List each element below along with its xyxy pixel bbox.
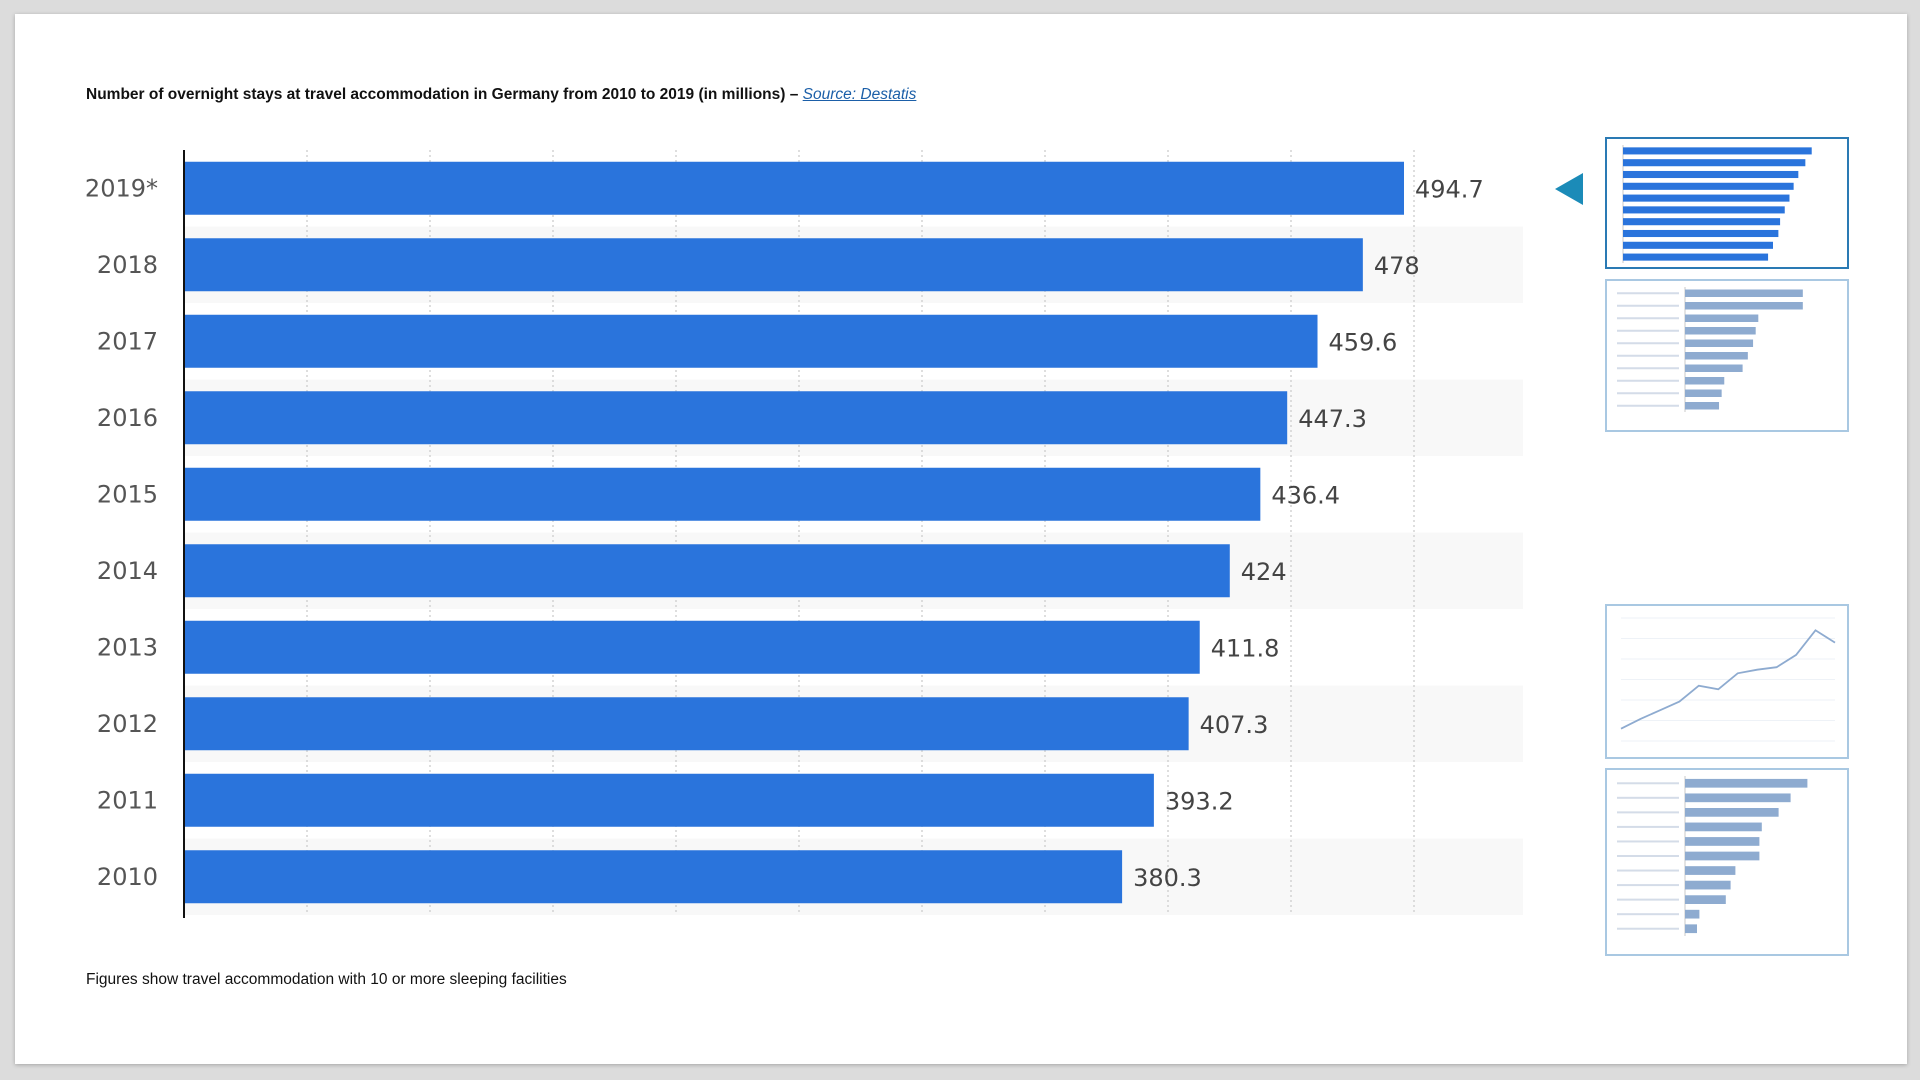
category-label: 2019* [85,174,158,202]
thumbnail-label [1617,898,1679,901]
category-label: 2012 [97,710,158,738]
category-label: 2014 [97,557,158,585]
thumbnail-bar [1623,229,1779,238]
category-label: 2011 [97,786,158,814]
thumbnail-bar [1685,327,1756,335]
thumbnail-label [1617,379,1679,382]
thumbnail-bar [1623,241,1773,249]
category-label: 2015 [97,480,158,508]
data-label: 424 [1241,558,1287,586]
thumbnail-bar [1685,822,1762,832]
thumbnail-label [1617,317,1679,320]
thumbnail-label [1617,825,1679,828]
source-link[interactable]: Source: Destatis [802,86,917,103]
thumbnail-bar [1623,147,1812,155]
bar-2015[interactable] [185,467,1261,521]
bar-2016[interactable] [185,391,1288,445]
chart-title-text: Number of overnight stays at travel acco… [86,86,799,103]
thumbnail-label [1617,304,1679,307]
thumbnail-chart-3[interactable] [1605,604,1849,759]
chart-title: Number of overnight stays at travel acco… [86,86,916,104]
bar-2018[interactable] [185,238,1363,292]
bar-2012[interactable] [185,697,1189,751]
thumbnail-label [1617,796,1679,799]
category-label: 2016 [97,404,158,432]
thumbnail-bar [1685,909,1700,919]
bar-2010[interactable] [185,850,1123,904]
thumbnail-chart-2[interactable] [1605,279,1849,432]
thumbnail-bar [1685,866,1736,875]
thumbnail-chart-1[interactable] [1605,137,1849,269]
thumbnail-bar [1685,339,1754,347]
thumbnail-bar [1685,364,1743,372]
thumbnail-bar [1623,253,1769,261]
thumbnail-chart-graphic [1617,287,1803,412]
thumbnail-bar [1685,314,1759,322]
thumbnail-chart-graphic [1622,145,1812,263]
thumbnail-label [1617,292,1679,295]
thumbnail-bar [1685,851,1760,861]
data-label: 393.2 [1165,787,1234,815]
bar-2019[interactable] [185,161,1404,215]
category-label: 2018 [97,251,158,279]
thumbnail-chart-4[interactable] [1605,768,1849,956]
thumbnail-bar [1685,289,1803,297]
thumbnail-label [1617,811,1679,814]
bar-2011[interactable] [185,773,1154,827]
data-label: 380.3 [1133,864,1202,892]
category-label: 2013 [97,633,158,661]
thumbnail-bar [1685,895,1726,904]
thumbnail-bar [1623,218,1781,226]
thumbnail-label [1617,404,1679,407]
thumbnail-label [1617,869,1679,872]
thumbnail-chart-graphic [1617,776,1808,936]
category-label: 2010 [97,863,158,891]
thumbnail-label [1617,354,1679,357]
data-label: 411.8 [1211,634,1280,662]
thumbnail-bar [1685,402,1720,410]
thumbnail-bar [1623,170,1799,179]
bar-2014[interactable] [185,544,1230,598]
thumbnail-bar [1685,389,1722,397]
thumbnail-bar [1685,808,1779,817]
chart-footnote: Figures show travel accommodation with 1… [86,971,567,988]
active-thumbnail-pointer-icon [1555,173,1583,205]
category-label: 2017 [97,327,158,355]
data-label: 407.3 [1200,711,1269,739]
bar-2017[interactable] [185,314,1318,368]
thumbnail-bar [1685,793,1791,803]
thumbnail-bar [1685,377,1725,385]
data-label: 494.7 [1415,175,1484,203]
thumbnail-line [1620,629,1836,730]
thumbnail-label [1617,782,1679,785]
thumbnail-label [1617,392,1679,395]
thumbnail-bar [1685,778,1808,788]
data-label: 447.3 [1298,405,1367,433]
thumbnail-chart-graphic [1620,617,1836,742]
thumbnail-label [1617,913,1679,916]
thumbnail-bar [1623,206,1785,214]
thumbnail-label [1617,367,1679,370]
data-label: 478 [1374,252,1420,280]
thumbnail-label [1617,855,1679,857]
thumbnail-bar [1685,880,1731,890]
data-label: 436.4 [1271,481,1340,509]
thumbnail-label [1617,840,1679,843]
thumbnail-bar [1685,302,1803,310]
thumbnail-bar [1685,924,1697,934]
thumbnail-bar [1685,352,1748,360]
bar-2013[interactable] [185,620,1200,674]
thumbnail-bar [1685,837,1760,846]
thumbnail-label [1617,342,1679,345]
thumbnail-bar [1623,159,1806,167]
thumbnail-label [1617,927,1679,930]
thumbnail-label [1617,329,1679,332]
thumbnail-bar [1623,194,1790,202]
data-label: 459.6 [1329,328,1398,356]
thumbnail-label [1617,884,1679,887]
thumbnail-bar [1623,182,1794,190]
